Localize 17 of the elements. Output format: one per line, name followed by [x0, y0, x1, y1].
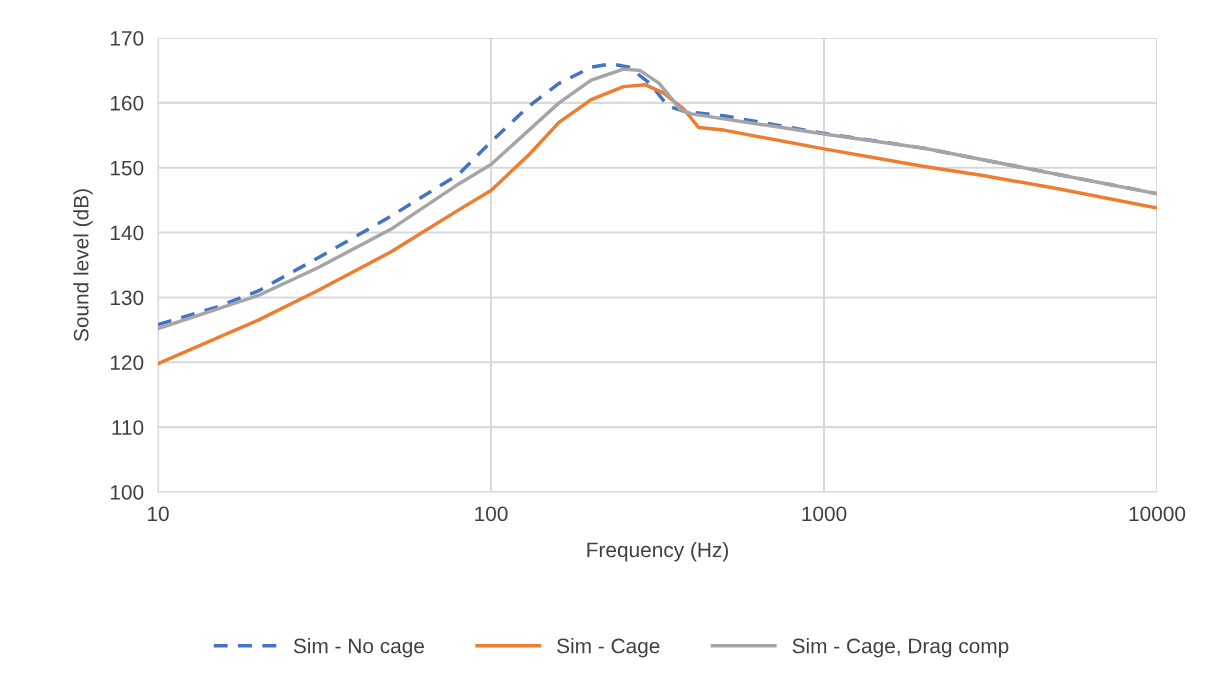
x-tick-label: 10 — [148, 506, 169, 522]
legend-label: Sim - Cage, Drag comp — [792, 638, 1009, 658]
y-tick-label: 110 — [112, 420, 144, 435]
y-tick-label: 170 — [110, 31, 144, 46]
y-axis-title: Sound level (dB) — [73, 189, 93, 342]
y-tick-label: 130 — [110, 290, 144, 306]
legend-label: Sim - No cage — [293, 638, 424, 658]
y-tick-label: 120 — [110, 355, 144, 371]
x-tick-label: 1000 — [802, 506, 847, 522]
legend-label: Sim - Cage — [557, 638, 660, 658]
x-axis-title: Frequency (Hz) — [587, 541, 728, 562]
y-tick-label: 140 — [110, 225, 144, 241]
x-tick-label: 100 — [475, 506, 508, 522]
y-tick-label: 150 — [110, 160, 144, 176]
y-tick-label: 160 — [110, 95, 144, 111]
y-tick-label: 100 — [110, 485, 144, 500]
x-tick-label: 10000 — [1129, 506, 1186, 522]
